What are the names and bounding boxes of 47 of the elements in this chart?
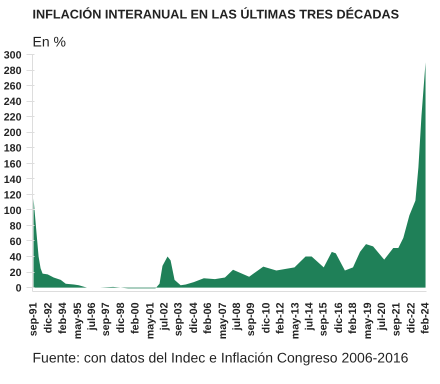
x-tick-label: dic-04	[188, 302, 200, 334]
y-tick-label: 260	[4, 80, 22, 93]
x-tick-label: sep-03	[172, 302, 185, 336]
x-tick-label: dic-16	[332, 302, 345, 334]
x-tick-label: sep-15	[318, 302, 330, 336]
y-tick-label: 60	[10, 236, 22, 248]
y-tick-label: 20	[10, 267, 22, 280]
x-tick-label: feb-00	[129, 302, 142, 334]
x-tick-label: sep-21	[390, 302, 402, 336]
x-tick-label: jul-08	[231, 302, 244, 332]
chart-title: INFLACIÓN INTERANUAL EN LAS ÚLTIMAS TRES DÉCADAS	[32, 6, 400, 22]
y-tick-label: 100	[4, 204, 22, 217]
y-tick-label: 160	[4, 158, 22, 170]
y-tick-label: 200	[4, 127, 22, 140]
y-tick-label: 0	[16, 282, 22, 295]
x-tick-label: jul-02	[158, 302, 170, 332]
x-tick-label: may-07	[216, 302, 229, 340]
x-tick-label: may-95	[72, 302, 84, 340]
y-tick-label: 220	[4, 112, 22, 124]
y-tick-label: 120	[4, 189, 22, 202]
y-tick-label: 140	[4, 174, 22, 186]
x-tick-label: dic-10	[260, 302, 272, 334]
x-tick-label: feb-06	[202, 302, 214, 334]
x-tick-label: dic-92	[42, 302, 55, 334]
x-tick-label: feb-94	[56, 302, 69, 334]
y-tick-label: 180	[4, 142, 22, 155]
y-tick-label: 300	[4, 50, 22, 62]
x-tick-label: dic-22	[405, 302, 418, 334]
x-tick-label: sep-97	[100, 302, 112, 336]
x-tick-label: may-19	[362, 302, 374, 340]
source-note: Fuente: con datos del Indec e Inflación Congreso 2006-2016	[32, 350, 409, 366]
x-tick-label: feb-24	[420, 302, 432, 334]
x-tick-label: may-01	[144, 302, 156, 340]
y-tick-label: 80	[10, 220, 22, 232]
x-tick-label: may-13	[290, 302, 302, 340]
x-tick-label: sep-09	[245, 302, 258, 336]
y-tick-label: 280	[4, 65, 22, 78]
x-tick-label: jul-96	[86, 302, 98, 332]
chart-subtitle: En %	[32, 34, 66, 50]
x-tick-label: feb-12	[274, 302, 286, 334]
x-tick-label: feb-18	[347, 302, 360, 334]
x-tick-label: jul-20	[376, 302, 388, 332]
x-tick-label: jul-14	[304, 302, 316, 332]
y-tick-label: 40	[10, 252, 22, 264]
y-tick-label: 240	[4, 96, 22, 108]
x-tick-label: dic-98	[115, 302, 128, 334]
x-tick-label: sep-91	[28, 302, 40, 336]
